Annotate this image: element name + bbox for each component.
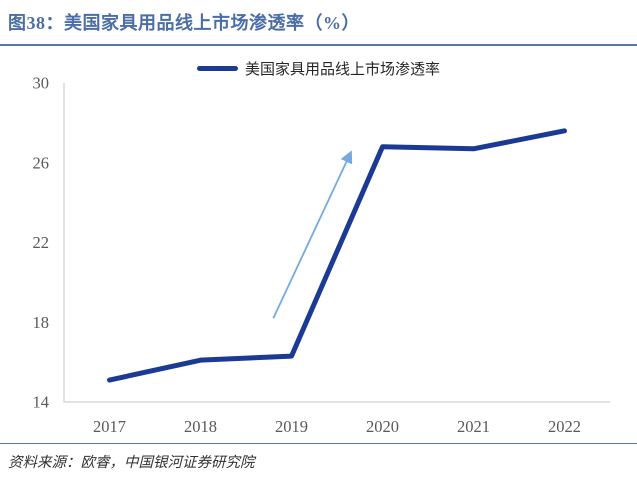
- x-tick-label: 2021: [457, 417, 490, 436]
- source-note: 资料来源：欧睿，中国银河证券研究院: [8, 455, 255, 471]
- series-line: [107, 128, 567, 383]
- y-tick-label: 30: [33, 74, 50, 93]
- title-divider: [0, 44, 637, 46]
- figure-title: 图38：美国家具用品线上市场渗透率（%）: [8, 13, 360, 33]
- y-tick-label: 22: [33, 233, 50, 252]
- footer-divider: [0, 443, 637, 444]
- growth-arrow: [272, 150, 353, 319]
- axis-lines: [63, 83, 610, 403]
- x-tick-label: 2017: [93, 417, 126, 436]
- legend-label: 美国家具用品线上市场渗透率: [244, 61, 440, 78]
- x-tick-label: 2020: [366, 417, 399, 436]
- x-tick-label: 2018: [184, 417, 217, 436]
- x-tick-label: 2019: [275, 417, 308, 436]
- x-tick-label: 2022: [548, 417, 581, 436]
- chart-legend: 美国家具用品线上市场渗透率: [0, 57, 637, 79]
- y-tick-label: 18: [33, 313, 50, 332]
- legend-line-swatch: [196, 65, 238, 71]
- y-tick-label: 26: [33, 153, 50, 172]
- y-tick-label: 14: [33, 393, 50, 412]
